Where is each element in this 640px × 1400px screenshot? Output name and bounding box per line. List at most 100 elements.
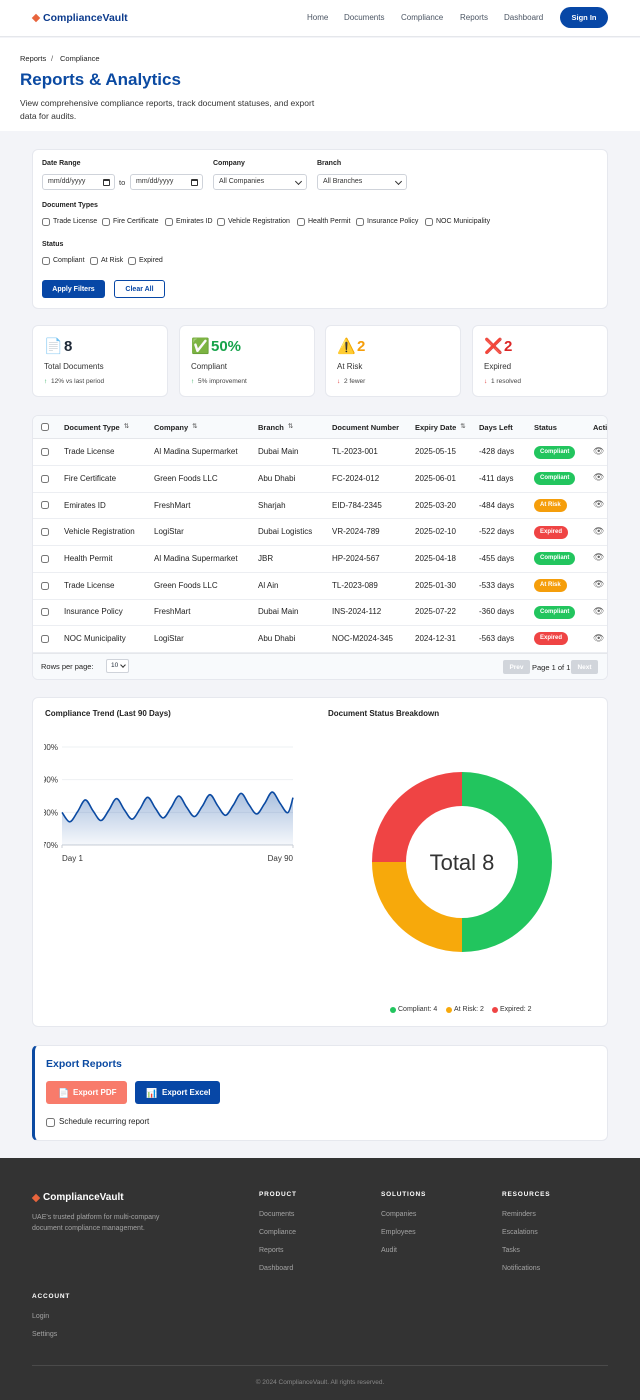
chart-title: Compliance Trend (Last 90 Days) bbox=[45, 709, 171, 719]
nav-link[interactable]: Documents bbox=[344, 13, 385, 23]
rows-select[interactable]: 10 bbox=[106, 659, 129, 673]
clear-button[interactable]: Clear All bbox=[114, 280, 165, 298]
checkbox-label: Schedule recurring report bbox=[59, 1117, 150, 1127]
footer-link[interactable]: Tasks bbox=[502, 1246, 520, 1254]
footer-tagline: UAE's trusted platform for multi-company… bbox=[32, 1214, 160, 1232]
table-cell: -522 days bbox=[479, 527, 515, 537]
breadcrumb-item[interactable]: Reports bbox=[20, 53, 47, 63]
checkbox-label: At Risk bbox=[101, 256, 124, 264]
nav-link[interactable]: Dashboard bbox=[504, 13, 544, 23]
export-card bbox=[32, 1045, 608, 1141]
footer-link[interactable]: Compliance bbox=[259, 1228, 296, 1236]
footer-link[interactable]: Employees bbox=[381, 1228, 416, 1236]
status-badge: Compliant bbox=[534, 472, 576, 486]
column-header[interactable]: Document Type bbox=[64, 422, 120, 432]
checkbox[interactable] bbox=[41, 608, 49, 617]
export-pdf-button[interactable] bbox=[46, 1081, 127, 1104]
checkbox[interactable] bbox=[41, 634, 49, 643]
sign-in-button[interactable]: Sign In bbox=[560, 7, 608, 28]
table-cell: 2025-03-20 bbox=[415, 500, 456, 510]
checkbox[interactable] bbox=[102, 218, 110, 226]
sort-icon[interactable]: ⇅ bbox=[192, 423, 198, 431]
nav-link[interactable]: Compliance bbox=[401, 13, 444, 23]
checkbox[interactable] bbox=[41, 554, 49, 563]
company-select[interactable]: All Companies bbox=[213, 174, 307, 190]
table-cell: Dubai Main bbox=[258, 607, 299, 617]
checkbox[interactable] bbox=[41, 528, 49, 537]
checkbox[interactable] bbox=[41, 474, 49, 483]
trend-line bbox=[61, 791, 294, 823]
view-action[interactable]: 👁 bbox=[593, 499, 605, 509]
checkbox[interactable] bbox=[46, 1118, 55, 1127]
footer-link[interactable]: Settings bbox=[32, 1330, 58, 1338]
sort-icon[interactable]: ⇅ bbox=[460, 423, 466, 431]
checkbox[interactable] bbox=[356, 218, 364, 226]
page-header bbox=[0, 38, 640, 131]
view-action[interactable]: 👁 bbox=[593, 445, 605, 456]
view-action[interactable]: 👁 bbox=[593, 525, 605, 536]
checkbox[interactable] bbox=[425, 218, 433, 226]
date-input[interactable]: mm/dd/yyyy bbox=[42, 174, 115, 190]
stat-card bbox=[472, 325, 608, 397]
brand[interactable]: ComplianceVault bbox=[43, 11, 128, 24]
checkbox[interactable] bbox=[128, 257, 136, 265]
apply-button[interactable]: Apply Filters bbox=[42, 280, 105, 298]
nav-link[interactable]: Home bbox=[307, 13, 329, 23]
sort-icon[interactable]: ⇅ bbox=[287, 423, 294, 431]
footer-link[interactable]: Escalations bbox=[502, 1228, 538, 1236]
table-cell: 2025-05-15 bbox=[415, 447, 456, 457]
checkbox[interactable] bbox=[41, 448, 49, 456]
nav-link[interactable]: Reports bbox=[460, 13, 489, 23]
line-chart: 70% 80% 90% 100% Day 1 Day 90 bbox=[44, 743, 294, 863]
checkbox[interactable] bbox=[41, 501, 49, 510]
column-header: Document Number bbox=[332, 422, 400, 432]
checkbox[interactable] bbox=[165, 218, 173, 226]
filter-label: Document Types bbox=[42, 201, 98, 209]
column-header[interactable]: Branch bbox=[258, 422, 284, 432]
view-action[interactable]: 👁 bbox=[593, 632, 605, 643]
table-cell: FC-2024-012 bbox=[332, 473, 380, 483]
checkbox[interactable] bbox=[41, 581, 49, 590]
export-excel-button[interactable] bbox=[135, 1081, 220, 1104]
footer-link[interactable]: Login bbox=[32, 1312, 50, 1320]
table-cell: Al Ain bbox=[258, 580, 279, 590]
checkbox[interactable] bbox=[90, 257, 98, 265]
footer-link[interactable]: Reminders bbox=[502, 1210, 536, 1218]
view-action[interactable]: 👁 bbox=[593, 472, 605, 483]
view-action[interactable]: 👁 bbox=[593, 605, 605, 616]
checkbox[interactable] bbox=[42, 218, 50, 226]
stat-value: 50% bbox=[211, 338, 242, 355]
stat-change: 5% improvement bbox=[198, 378, 247, 386]
footer-link[interactable]: Dashboard bbox=[259, 1264, 294, 1272]
checkbox[interactable] bbox=[297, 218, 305, 226]
checkbox[interactable] bbox=[42, 257, 50, 265]
sort-icon[interactable]: ⇅ bbox=[123, 423, 130, 431]
column-header[interactable]: Company bbox=[154, 422, 189, 432]
column-header[interactable]: Expiry Date bbox=[415, 422, 457, 432]
date-input[interactable]: mm/dd/yyyy bbox=[130, 174, 203, 190]
footer-link[interactable]: Audit bbox=[381, 1246, 397, 1254]
branch-select[interactable]: All Branches bbox=[317, 174, 407, 190]
checkbox[interactable] bbox=[41, 423, 49, 431]
table-cell: -533 days bbox=[479, 580, 515, 590]
button-icon: 📄 bbox=[58, 1087, 70, 1098]
stat-value: 2 bbox=[357, 338, 366, 355]
table-cell: -484 days bbox=[479, 500, 515, 510]
footer-link[interactable]: Reports bbox=[259, 1246, 284, 1254]
footer-link[interactable]: Documents bbox=[259, 1210, 295, 1218]
footer-link[interactable]: Notifications bbox=[502, 1264, 541, 1272]
filter-label: Company bbox=[213, 159, 245, 167]
table-cell: Fire Certificate bbox=[64, 473, 117, 483]
donut-segment bbox=[461, 772, 552, 952]
stat-arrow: ↓ bbox=[484, 378, 488, 386]
next-button[interactable]: Next bbox=[571, 660, 598, 674]
checkbox-label: Trade License bbox=[53, 217, 98, 225]
prev-button[interactable]: Prev bbox=[503, 660, 530, 674]
footer-link[interactable]: Companies bbox=[381, 1210, 417, 1218]
breadcrumb-item: Compliance bbox=[60, 53, 100, 63]
view-action[interactable]: 👁 bbox=[593, 579, 605, 590]
footer-heading: SOLUTIONS bbox=[381, 1191, 427, 1199]
stat-label: At Risk bbox=[337, 362, 363, 372]
view-action[interactable]: 👁 bbox=[593, 552, 605, 563]
checkbox[interactable] bbox=[217, 218, 225, 226]
